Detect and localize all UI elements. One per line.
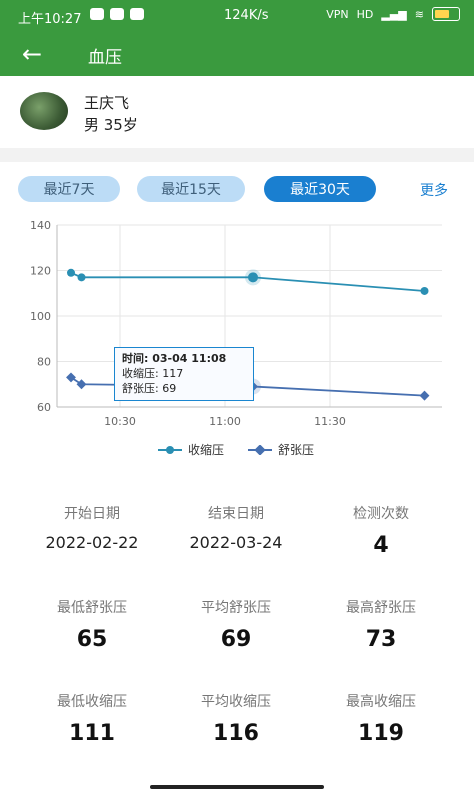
x-tick-label: 11:30 (314, 415, 346, 428)
stat-value: 73 (365, 627, 397, 652)
tooltip-diastolic-label: 舒张压: (122, 382, 159, 395)
app-bar: ← 血压 (0, 32, 474, 76)
more-link[interactable]: 更多 (420, 183, 448, 199)
y-tick-label: 60 (37, 401, 51, 414)
status-bar: 上午10:27 124K/s VPN HD ▂▄▆ ≋ (0, 0, 474, 32)
y-tick-label: 80 (37, 356, 51, 369)
stat-label: 最高收缩压 (346, 694, 416, 710)
profile-name: 王庆飞 (84, 94, 130, 112)
tooltip-systolic-label: 收缩压: (122, 367, 159, 380)
tooltip-time-label: 时间: (122, 352, 149, 365)
stat-value: 116 (213, 721, 259, 746)
diastolic-point (76, 379, 87, 390)
notification-icons (90, 8, 144, 20)
tooltip-time: 03-04 11:08 (152, 352, 227, 365)
stat-label: 最低收缩压 (57, 694, 127, 710)
home-indicator[interactable] (150, 785, 324, 789)
y-tick-label: 100 (30, 310, 51, 323)
shield-icon (90, 8, 104, 20)
stat-value: 69 (220, 627, 252, 652)
stat-max-systolic: 最高收缩压 119 (306, 691, 456, 746)
stat-measure-count: 检测次数 4 (306, 503, 456, 558)
app-icon (110, 8, 124, 20)
battery-icon (432, 7, 460, 21)
network-speed: 124K/s (224, 8, 269, 23)
x-tick-label: 11:00 (209, 415, 241, 428)
range-30-days-button[interactable]: 最近30天 (264, 176, 376, 202)
range-7-days-button[interactable]: 最近7天 (18, 176, 120, 202)
stat-avg-diastolic: 平均舒张压 69 (161, 597, 311, 652)
stat-value: 2022-03-24 (189, 533, 283, 552)
diastolic-point (419, 390, 430, 401)
section-divider (0, 148, 474, 162)
legend-systolic[interactable]: 收缩压 (158, 441, 224, 458)
stat-label: 结束日期 (208, 506, 264, 522)
avatar (20, 92, 68, 130)
stat-min-diastolic: 最低舒张压 65 (17, 597, 167, 652)
profile-gender-age: 男 35岁 (84, 116, 138, 134)
blood-pressure-chart: 60 80 100 120 140 10:30 11:00 11:30 (30, 219, 442, 428)
systolic-point (420, 286, 429, 295)
stat-label: 最低舒张压 (57, 600, 127, 616)
stat-label: 检测次数 (353, 506, 409, 522)
stat-min-systolic: 最低收缩压 111 (17, 691, 167, 746)
status-right-icons: VPN HD ▂▄▆ ≋ (326, 7, 460, 21)
y-tick-label: 140 (30, 219, 51, 232)
stat-value: 119 (358, 721, 404, 746)
message-icon (130, 8, 144, 20)
stat-avg-systolic: 平均收缩压 116 (161, 691, 311, 746)
vpn-label: VPN (326, 7, 349, 21)
stat-max-diastolic: 最高舒张压 73 (306, 597, 456, 652)
profile-card: 王庆飞 男 35岁 (0, 76, 474, 148)
legend-diastolic[interactable]: 舒张压 (248, 441, 314, 458)
network-type-label: HD (356, 7, 374, 21)
systolic-point (77, 273, 86, 282)
stat-label: 平均收缩压 (201, 694, 271, 710)
stat-end-date: 结束日期 2022-03-24 (161, 503, 311, 552)
legend-systolic-label: 收缩压 (188, 443, 225, 457)
stat-label: 最高舒张压 (346, 600, 416, 616)
systolic-line (70, 271, 425, 292)
legend-diastolic-marker (248, 444, 272, 455)
range-15-days-button[interactable]: 最近15天 (137, 176, 245, 202)
y-tick-label: 120 (30, 265, 51, 278)
status-time: 上午10:27 (18, 12, 82, 27)
x-tick-label: 10:30 (104, 415, 136, 428)
stat-start-date: 开始日期 2022-02-22 (17, 503, 167, 552)
legend-systolic-marker (158, 445, 182, 454)
stat-label: 开始日期 (64, 506, 120, 522)
stat-value: 2022-02-22 (45, 533, 139, 552)
systolic-point (248, 272, 258, 283)
legend-diastolic-label: 舒张压 (278, 443, 315, 457)
signal-icon: ▂▄▆ (381, 7, 407, 21)
chart-tooltip: 时间: 03-04 11:08 收缩压: 117 舒张压: 69 (114, 347, 254, 401)
back-arrow-icon[interactable]: ← (22, 40, 43, 68)
tooltip-diastolic: 69 (162, 382, 177, 395)
stat-value: 111 (69, 721, 115, 746)
wifi-icon: ≋ (414, 7, 424, 21)
stat-label: 平均舒张压 (201, 600, 271, 616)
diastolic-point (66, 372, 76, 383)
tooltip-systolic: 117 (162, 367, 184, 380)
stat-value: 65 (76, 627, 108, 652)
page-title: 血压 (88, 48, 122, 68)
stat-value: 4 (373, 533, 389, 558)
systolic-point (67, 268, 75, 277)
